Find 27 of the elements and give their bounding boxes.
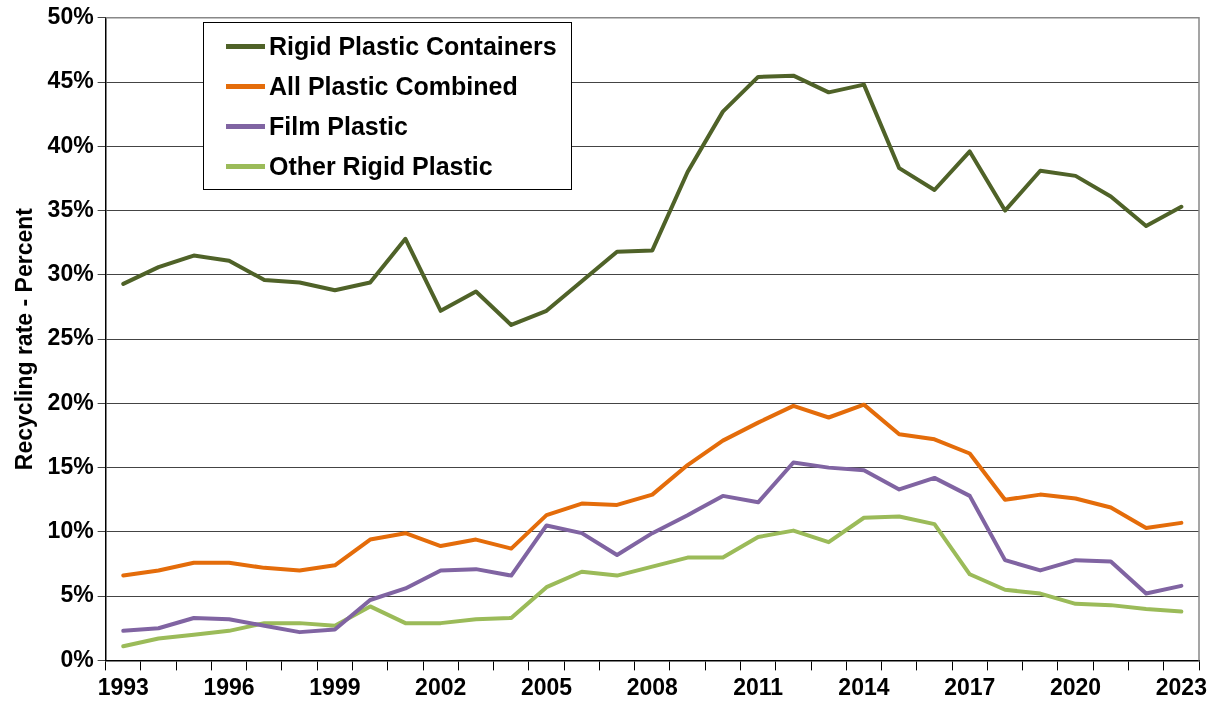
x-tick-label: 2014 (838, 673, 890, 700)
legend-label: All Plastic Combined (269, 71, 518, 102)
y-tick-label: 5% (60, 581, 94, 608)
x-tick-label: 2002 (415, 673, 467, 700)
x-tick-label: 2020 (1049, 673, 1102, 700)
x-tick-label: 1993 (97, 673, 149, 700)
x-tick-label: 1999 (309, 673, 361, 700)
y-tick-label: 25% (47, 324, 94, 351)
y-tick-label: 15% (47, 452, 94, 479)
x-tick-label: 2011 (733, 673, 784, 700)
y-axis-title: Recycling rate - Percent (11, 207, 38, 471)
y-tick-label: 0% (60, 645, 94, 672)
y-tick-label: 50% (47, 3, 94, 30)
y-tick-label: 40% (47, 131, 94, 158)
y-tick-label: 35% (47, 195, 94, 222)
y-tick-label: 30% (47, 260, 94, 287)
x-tick-label: 2023 (1155, 673, 1207, 700)
legend-label: Other Rigid Plastic (269, 151, 493, 182)
x-tick-label: 2008 (626, 673, 679, 700)
x-tick-label: 1996 (203, 673, 255, 700)
x-tick-label: 2017 (944, 673, 996, 700)
x-tick-label: 2005 (520, 673, 573, 700)
y-tick-label: 10% (47, 517, 94, 544)
legend-label: Rigid Plastic Containers (269, 31, 557, 62)
y-tick-label: 45% (47, 67, 94, 94)
y-tick-label: 20% (47, 388, 94, 415)
legend-label: Film Plastic (269, 111, 408, 142)
